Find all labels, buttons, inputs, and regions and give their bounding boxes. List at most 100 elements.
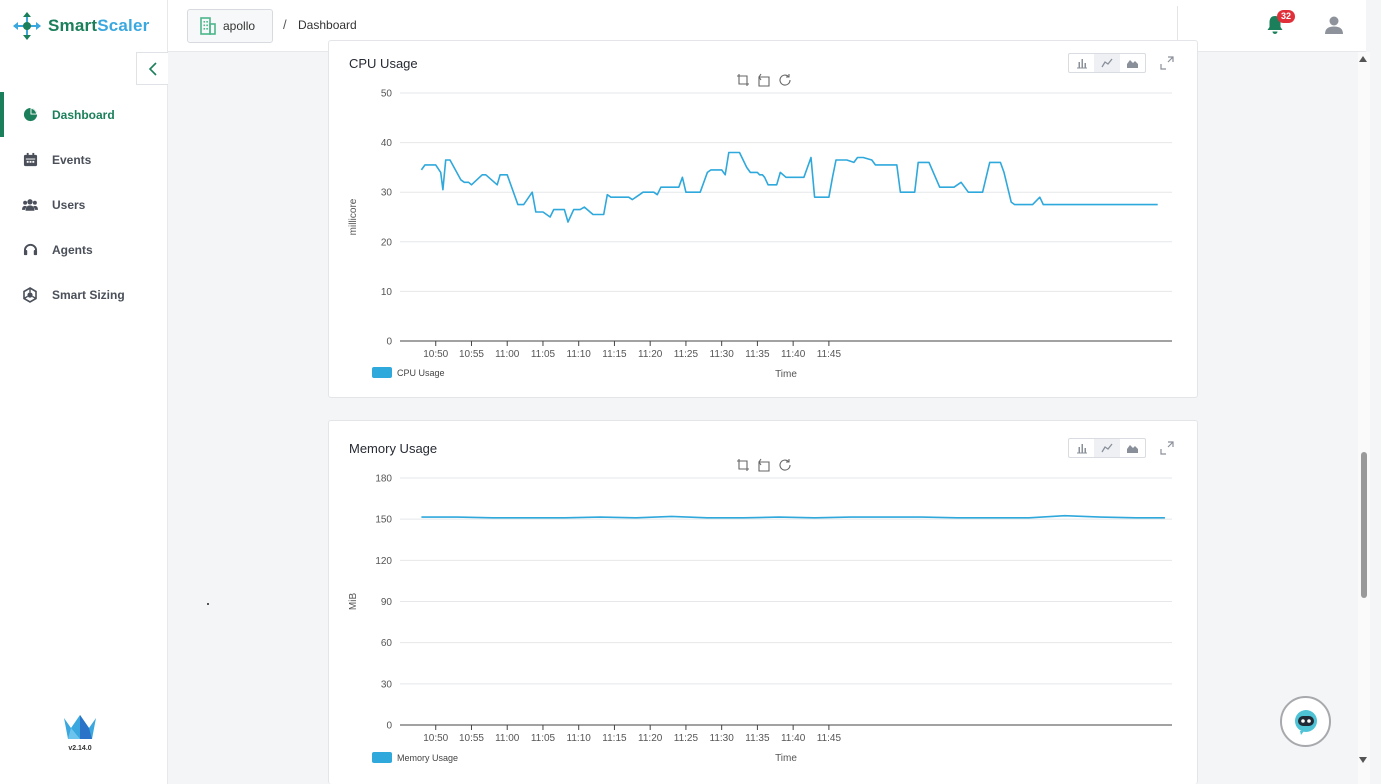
crown-logo-icon — [64, 715, 96, 739]
legend-swatch[interactable] — [372, 367, 392, 378]
line-chart-button[interactable] — [1094, 439, 1120, 457]
sidebar-item-label: Agents — [52, 242, 93, 257]
memory-chart-title: Memory Usage — [349, 441, 438, 456]
x-tick-label: 11:15 — [602, 733, 627, 744]
headset-icon — [22, 242, 38, 258]
calendar-icon — [22, 152, 38, 168]
y-tick-label: 0 — [386, 721, 392, 732]
y-tick-label: 60 — [381, 638, 393, 649]
sidebar-item-events[interactable]: Events — [0, 137, 167, 182]
sidebar-item-smart-sizing[interactable]: Smart Sizing — [0, 272, 167, 317]
bar-chart-button[interactable] — [1069, 54, 1094, 72]
legend-label[interactable]: CPU Usage — [397, 368, 445, 378]
y-tick-label: 150 — [375, 515, 392, 526]
y-axis-title: millicore — [348, 198, 359, 235]
sidebar: SmartScaler Dashboard Events Users Agent… — [0, 0, 168, 784]
y-axis-title: MiB — [348, 593, 359, 611]
area-chart-button[interactable] — [1120, 439, 1145, 457]
y-tick-label: 30 — [381, 679, 393, 690]
x-tick-label: 11:30 — [710, 349, 735, 360]
x-tick-label: 11:40 — [781, 733, 806, 744]
chart-toolbox — [736, 73, 792, 87]
cpu-chart-title: CPU Usage — [349, 56, 418, 71]
app-logo[interactable]: SmartScaler — [12, 11, 149, 41]
line-chart-icon — [1101, 58, 1113, 68]
legend-swatch[interactable] — [372, 752, 392, 763]
zoom-reset-icon[interactable] — [757, 458, 771, 472]
x-tick-label: 11:20 — [638, 733, 663, 744]
line-chart-icon — [1101, 443, 1113, 453]
x-tick-label: 10:55 — [459, 349, 484, 360]
breadcrumb-separator: / — [283, 17, 287, 32]
x-tick-label: 11:20 — [638, 349, 663, 360]
x-tick-label: 11:35 — [745, 733, 770, 744]
sidebar-item-dashboard[interactable]: Dashboard — [0, 92, 167, 137]
x-tick-label: 11:00 — [495, 349, 520, 360]
x-axis-title: Time — [775, 369, 797, 380]
pie-chart-icon — [22, 107, 38, 123]
chatbot-button[interactable] — [1280, 696, 1331, 747]
workspace-selector[interactable]: apollo — [187, 9, 273, 43]
chart-type-switch — [1068, 53, 1146, 73]
zoom-in-icon[interactable] — [736, 458, 750, 472]
scrollbar-track[interactable] — [1358, 52, 1370, 784]
robot-icon — [1294, 709, 1317, 735]
smartscaler-logo-icon — [13, 12, 41, 40]
sidebar-item-label: Users — [52, 197, 86, 212]
memory-usage-chart[interactable]: 0 30 60 90 120 150 180 10:50 10:55 11:00 11:05 11:1… — [329, 421, 1199, 784]
bar-chart-icon — [1076, 444, 1087, 454]
stray-dot — [207, 603, 209, 605]
line-chart-button[interactable] — [1094, 54, 1120, 72]
y-tick-label: 20 — [381, 237, 393, 248]
app-name: SmartScaler — [48, 16, 150, 35]
notification-count-badge: 32 — [1277, 10, 1295, 23]
area-chart-icon — [1126, 445, 1138, 453]
restore-icon[interactable] — [778, 73, 792, 87]
legend-label[interactable]: Memory Usage — [397, 753, 458, 763]
area-chart-button[interactable] — [1120, 54, 1145, 72]
x-tick-label: 11:45 — [817, 349, 842, 360]
x-tick-label: 11:15 — [602, 349, 627, 360]
scroll-down-arrow[interactable] — [1359, 757, 1367, 763]
x-tick-label: 11:25 — [674, 349, 699, 360]
scrollbar-thumb[interactable] — [1361, 452, 1367, 598]
cpu-usage-card: CPU Usage 0 10 20 30 40 50 10:50 10:55 11:00 11:0… — [328, 40, 1198, 398]
chart-type-switch — [1068, 438, 1146, 458]
restore-icon[interactable] — [778, 458, 792, 472]
y-tick-label: 30 — [381, 188, 393, 199]
x-tick-label: 11:05 — [531, 349, 556, 360]
zoom-in-icon[interactable] — [736, 73, 750, 87]
expand-icon[interactable] — [1160, 56, 1174, 70]
x-tick-label: 11:45 — [817, 733, 842, 744]
x-tick-label: 11:10 — [567, 733, 592, 744]
x-tick-label: 11:35 — [745, 349, 770, 360]
version-label: v2.14.0 — [68, 745, 92, 752]
expand-icon[interactable] — [1160, 441, 1174, 455]
header-divider — [1177, 6, 1178, 44]
user-avatar-icon[interactable] — [1324, 15, 1344, 35]
sidebar-collapse-button[interactable] — [136, 52, 168, 85]
bar-chart-button[interactable] — [1069, 439, 1094, 457]
version-block: v2.14.0 — [56, 714, 104, 752]
x-tick-label: 11:10 — [567, 349, 592, 360]
y-tick-label: 90 — [381, 597, 393, 608]
y-tick-label: 120 — [375, 556, 392, 567]
sidebar-item-users[interactable]: Users — [0, 182, 167, 227]
workspace-name: apollo — [223, 19, 256, 33]
scroll-up-arrow[interactable] — [1359, 56, 1367, 62]
x-tick-label: 10:55 — [459, 733, 484, 744]
series-line[interactable] — [420, 151, 1158, 223]
x-tick-label: 11:00 — [495, 733, 520, 744]
x-tick-label: 11:25 — [674, 733, 699, 744]
zoom-reset-icon[interactable] — [757, 73, 771, 87]
sidebar-item-agents[interactable]: Agents — [0, 227, 167, 272]
sidebar-item-label: Events — [52, 152, 92, 167]
x-tick-label: 11:30 — [710, 733, 735, 744]
cpu-usage-chart[interactable]: 0 10 20 30 40 50 10:50 10:55 11:00 11:05 11:10 11:1… — [329, 41, 1199, 399]
x-axis-title: Time — [775, 753, 797, 764]
series-line[interactable] — [421, 514, 1165, 519]
sidebar-item-label: Dashboard — [52, 107, 115, 122]
sidebar-nav: Dashboard Events Users Agents Smart Sizi… — [0, 92, 167, 317]
x-tick-label: 11:40 — [781, 349, 806, 360]
y-tick-label: 10 — [381, 287, 393, 298]
